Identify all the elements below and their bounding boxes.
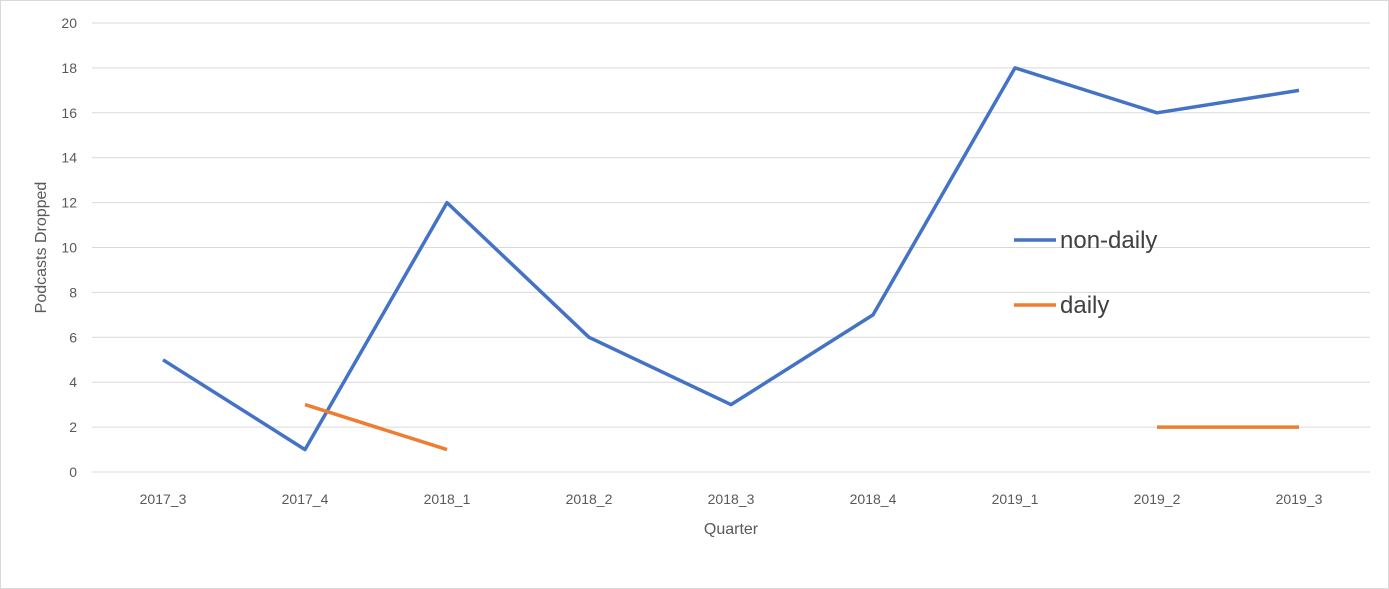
y-tick-label: 16 — [61, 105, 77, 121]
x-tick-label: 2018_4 — [850, 491, 897, 507]
series-line-daily — [304, 402, 448, 452]
y-tick-label: 8 — [69, 284, 77, 300]
x-tick-label: 2017_4 — [282, 491, 329, 507]
x-tick-label: 2019_3 — [1276, 491, 1323, 507]
x-tick-label: 2019_2 — [1134, 491, 1181, 507]
legend-label-daily: daily — [1060, 292, 1109, 319]
y-tick-label: 18 — [61, 60, 77, 76]
legend-label-non-daily: non-daily — [1060, 227, 1157, 254]
legend: non-daily daily — [1014, 227, 1157, 319]
series-line-non-daily — [162, 66, 1300, 452]
y-tick-label: 4 — [69, 374, 77, 390]
y-tick-label: 14 — [61, 150, 77, 166]
x-axis-title: Quarter — [704, 521, 759, 538]
y-axis-title: Podcasts Dropped — [33, 182, 50, 314]
y-tick-label: 20 — [61, 15, 77, 31]
x-tick-label: 2018_2 — [566, 491, 613, 507]
series-lines — [162, 66, 1300, 452]
y-tick-label: 2 — [69, 419, 77, 435]
y-tick-label: 10 — [61, 240, 77, 256]
x-tick-label: 2017_3 — [140, 491, 187, 507]
y-tick-label: 6 — [69, 329, 77, 345]
x-tick-label: 2018_1 — [424, 491, 471, 507]
x-tick-label: 2019_1 — [992, 491, 1039, 507]
y-tick-labels: 0 2 4 6 8 10 12 14 16 18 20 — [61, 15, 77, 480]
y-tick-label: 0 — [69, 464, 77, 480]
x-tick-label: 2018_3 — [708, 491, 755, 507]
x-tick-labels: 2017_3 2017_4 2018_1 2018_2 2018_3 2018_4 2019… — [140, 491, 1323, 507]
y-tick-label: 12 — [61, 195, 77, 211]
gridlines — [92, 22, 1370, 473]
